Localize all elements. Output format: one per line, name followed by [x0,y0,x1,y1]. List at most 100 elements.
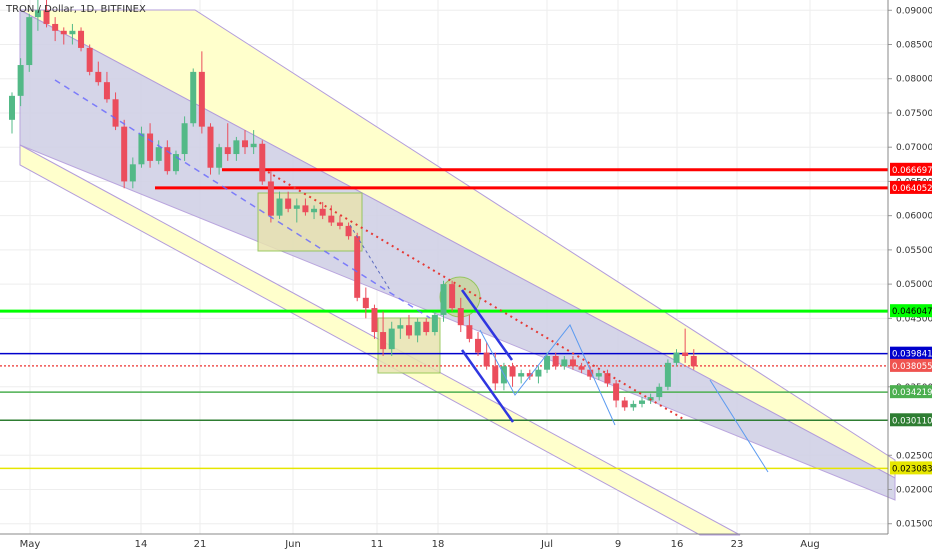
candle-body [242,140,249,148]
candle-body [552,356,559,367]
candles [9,0,697,411]
x-tick-label: May [20,539,41,550]
candle-body [414,321,421,336]
candle-body [276,198,283,216]
x-tick-label: 9 [615,539,621,550]
candle-body [43,10,50,24]
price-label: 0.039841 [892,350,932,360]
candle-body [578,366,585,370]
candle-body [250,143,257,148]
candle-body [535,369,542,377]
candle-body [388,328,395,350]
candle-body [682,352,689,356]
chart-title: TRON / Dollar, 1D, BITFINEX [6,4,146,15]
candle-body [518,373,525,377]
candle-body [397,325,404,329]
price-label-bg [890,162,932,176]
candle-body [466,325,473,339]
candle-body [216,147,223,168]
candle-body [613,383,620,401]
price-label: 0.023083 [892,464,932,474]
annotations [54,79,769,473]
price-label: 0.064052 [892,184,932,194]
candle-body [690,356,697,367]
candle-body [423,321,430,333]
candle-body [336,222,343,226]
candle-body [293,205,300,209]
candle-body [604,373,611,384]
candle-body [285,198,292,209]
candle-body [172,154,179,172]
candle-body [630,403,637,408]
price-label: 0.034219 [892,388,932,398]
candle-body [155,147,162,161]
candle-body [380,332,387,350]
candle-body [207,126,214,168]
x-tick-label: 11 [371,539,384,550]
candle-body [190,71,197,124]
candle-body [9,95,15,120]
candle-body [345,225,352,237]
x-tick-label: Aug [800,539,820,550]
projection-arrow-2 [709,379,769,473]
candle-body [492,366,499,384]
candle-body [362,297,369,309]
price-label: 0.066697 [892,166,932,176]
candle-body [561,359,568,367]
candle-body [319,208,326,216]
candle-body [224,147,231,155]
candle-body [475,338,482,353]
candle-body [544,356,551,370]
candle-body [638,400,645,404]
trend-blue-2 [460,349,515,423]
candle-body [483,352,490,367]
candle-body [509,366,516,377]
candle-body [371,308,378,333]
candle-body [569,359,576,367]
candle-body [129,164,136,182]
price-label-bg [890,358,932,372]
candle-body [526,373,533,377]
candle-body [78,30,85,48]
candle-body [60,30,67,35]
candle-body [103,82,110,100]
x-tick-label: 18 [432,539,445,550]
trend-blue-1 [460,289,514,361]
candle-body [147,133,154,161]
candle-body [440,284,447,315]
candle-body [112,99,119,127]
candle-body [587,369,594,377]
trend-dashed-blue [54,79,431,319]
candle-body [198,71,205,127]
candle-body [664,362,671,387]
candle-body [121,126,128,182]
candle-body [86,47,93,72]
candle-body [595,373,602,377]
candle-body [405,325,412,336]
candle-body [26,17,33,66]
candle-body [302,205,309,213]
candle-body [673,352,680,363]
x-tick-label: 23 [731,539,744,550]
candle-body [354,236,361,298]
candle-body [457,308,464,326]
candle-body [431,314,438,333]
projection-arrow-1 [349,224,391,291]
price-label: 0.030110 [892,416,932,426]
price-label-bg [890,385,932,399]
price-label-bg [890,304,932,318]
candle-body [449,284,456,309]
x-tick-label: 16 [671,539,684,550]
candle-body [311,208,318,213]
